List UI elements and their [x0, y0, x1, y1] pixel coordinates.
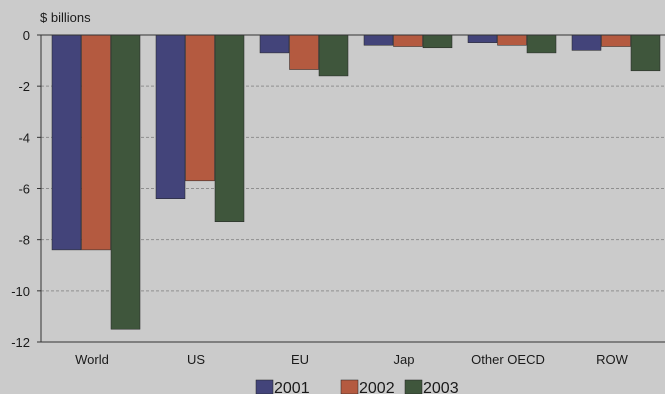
- legend-swatch-2003: [404, 379, 423, 394]
- bar-world-2003: [110, 34, 141, 330]
- bar-us-2001: [155, 34, 186, 199]
- bar-world-2002: [81, 34, 111, 251]
- bar-eu-2001: [259, 34, 290, 54]
- x-tick-label: US: [187, 352, 205, 367]
- legend-label-2001: 2001: [274, 380, 310, 394]
- bar-row-2002: [601, 34, 631, 47]
- y-tick-label: -4: [18, 130, 30, 145]
- bar-other-oecd-2001: [467, 34, 498, 43]
- legend: 2001 2002 2003: [255, 379, 459, 394]
- bar-eu-2003: [318, 34, 349, 77]
- x-tick-labels: World US EU Jap Other OECD ROW: [75, 352, 628, 367]
- bar-jap-2002: [393, 34, 423, 47]
- bar-eu-2002: [289, 34, 319, 70]
- bar-us-2002: [185, 34, 215, 182]
- x-tick-label: Jap: [394, 352, 415, 367]
- y-tick-label: -6: [18, 182, 30, 197]
- x-tick-label: Other OECD: [471, 352, 545, 367]
- x-tick-label: World: [75, 352, 109, 367]
- y-tick-label: -2: [18, 79, 30, 94]
- legend-swatch-2001: [255, 379, 274, 394]
- bar-other-oecd-2002: [497, 34, 527, 46]
- bar-row-2001: [571, 34, 602, 51]
- bar-world-2001: [51, 34, 82, 251]
- bar-jap-2003: [422, 34, 453, 49]
- y-tick-labels: 0 -2 -4 -6 -8 -10 -12: [11, 28, 30, 350]
- bars: [51, 34, 661, 330]
- axes: [40, 34, 665, 343]
- bar-us-2003: [214, 34, 245, 223]
- bar-row-2003: [630, 34, 661, 72]
- x-tick-label: EU: [291, 352, 309, 367]
- legend-label-2003: 2003: [423, 380, 459, 394]
- bar-jap-2001: [363, 34, 394, 46]
- y-tick-label: 0: [23, 28, 30, 43]
- y-tick-label: -12: [11, 335, 30, 350]
- legend-swatch-2002: [340, 379, 359, 394]
- y-tick-label: -10: [11, 284, 30, 299]
- unit-label: $ billions: [40, 10, 91, 25]
- y-tick-label: -8: [18, 233, 30, 248]
- x-tick-label: ROW: [596, 352, 629, 367]
- bar-other-oecd-2003: [526, 34, 557, 54]
- legend-label-2002: 2002: [359, 380, 395, 394]
- gridlines: [37, 34, 665, 343]
